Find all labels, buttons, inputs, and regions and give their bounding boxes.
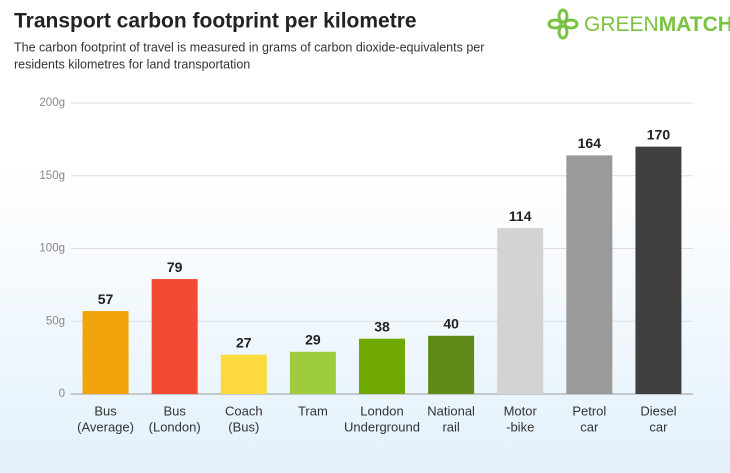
x-tick-label: London <box>360 403 403 418</box>
x-tick-label: Petrol <box>572 403 606 418</box>
logo-light: GREEN <box>584 13 659 36</box>
x-tick-label: rail <box>442 419 459 434</box>
x-tick-label: (Average) <box>77 419 134 434</box>
bar <box>497 228 544 394</box>
x-tick-label: Diesel <box>640 403 676 418</box>
y-tick-label: 100g <box>39 243 65 255</box>
value-label: 79 <box>167 259 183 275</box>
bar <box>220 354 267 394</box>
logo-bold: MATCH <box>659 13 730 36</box>
x-tick-label: Bus <box>163 403 186 418</box>
x-tick-label: (London) <box>149 419 201 434</box>
y-tick-label: 0 <box>59 388 65 400</box>
bar <box>428 335 475 394</box>
value-label: 114 <box>509 208 532 224</box>
logo-icon <box>547 8 579 40</box>
logo-text: GREENMATCH <box>584 13 730 36</box>
value-label: 164 <box>578 135 602 151</box>
bar <box>359 338 405 394</box>
x-tick-label: Coach <box>225 403 263 418</box>
value-label: 170 <box>647 126 671 142</box>
value-label: 38 <box>374 318 390 334</box>
chart-title: Transport carbon footprint per kilometre <box>14 10 417 33</box>
y-tick-label: 150g <box>39 170 65 182</box>
x-tick-label: Bus <box>94 403 117 418</box>
x-tick-label: (Bus) <box>228 419 259 434</box>
bar <box>151 279 198 394</box>
x-tick-label: Tram <box>298 403 328 418</box>
bar <box>289 351 336 394</box>
x-tick-label: Underground <box>344 419 420 434</box>
x-tick-label: car <box>580 419 599 434</box>
x-tick-label: -bike <box>506 419 534 434</box>
y-tick-label: 200g <box>39 97 65 109</box>
bar <box>566 155 613 394</box>
value-label: 57 <box>98 291 114 307</box>
bar <box>82 311 129 394</box>
y-tick-label: 50g <box>46 315 65 327</box>
x-tick-label: National <box>427 403 475 418</box>
x-tick-label: Motor <box>504 403 538 418</box>
value-label: 27 <box>236 334 252 350</box>
bar <box>635 146 682 394</box>
value-label: 40 <box>443 316 459 332</box>
subtitle: residents kilometres for land transporta… <box>14 57 250 71</box>
x-tick-label: car <box>649 419 668 434</box>
value-label: 29 <box>305 332 321 348</box>
subtitle: The carbon footprint of travel is measur… <box>14 40 484 54</box>
